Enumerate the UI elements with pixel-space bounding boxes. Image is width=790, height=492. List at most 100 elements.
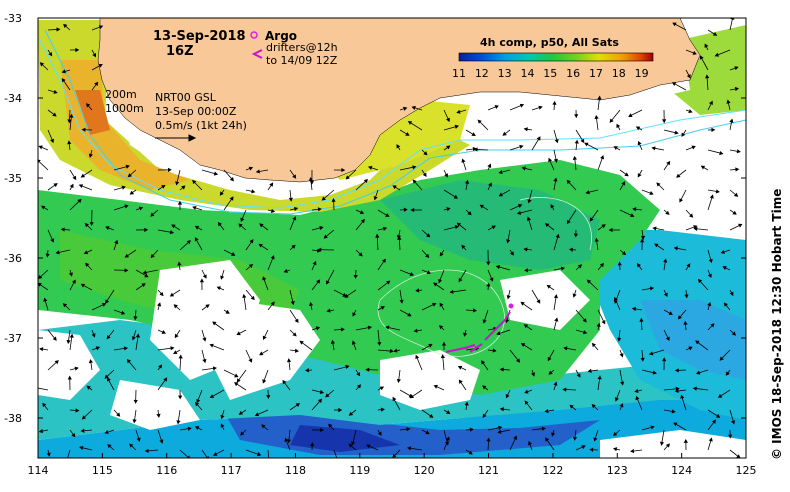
current-vector-head xyxy=(321,196,326,201)
current-vector-head xyxy=(695,370,701,375)
current-vector-head xyxy=(662,357,667,362)
current-vector-head xyxy=(463,332,468,337)
current-vector-head xyxy=(415,354,420,360)
current-vector-head xyxy=(705,74,710,79)
current-vector-head xyxy=(708,258,713,264)
current-vector-head xyxy=(308,176,313,182)
current-vector-head xyxy=(497,429,502,434)
current-vector-head xyxy=(582,318,587,323)
current-vector-head xyxy=(194,237,199,242)
current-vector-head xyxy=(365,367,370,372)
current-vector-head xyxy=(205,304,210,309)
current-vector-head xyxy=(105,226,110,231)
current-vector-head xyxy=(464,179,470,184)
current-vector-head xyxy=(356,372,361,377)
current-vector-head xyxy=(494,105,499,109)
current-vector-head xyxy=(238,223,243,228)
current-vector-head xyxy=(161,330,166,334)
current-vector-head xyxy=(693,225,698,229)
current-vector-head xyxy=(440,354,446,359)
current-vector-head xyxy=(461,158,466,163)
current-vector-head xyxy=(520,301,525,306)
current-vector-head xyxy=(259,351,264,356)
current-vector-head xyxy=(258,243,263,248)
current-vector-head xyxy=(290,300,295,306)
current-vector-head xyxy=(553,294,558,299)
current-vector-head xyxy=(551,432,556,437)
current-vector-head xyxy=(75,408,80,413)
colorbar-tick-label: 14 xyxy=(520,67,534,80)
current-vector-head xyxy=(654,243,659,248)
x-tick-label: 117 xyxy=(221,464,242,477)
current-vector-head xyxy=(585,190,590,195)
current-vector-head xyxy=(636,263,641,268)
current-vector-head xyxy=(323,234,328,239)
current-vector-head xyxy=(689,213,694,218)
current-vector-head xyxy=(262,335,267,340)
current-vector-head xyxy=(726,99,731,104)
current-vector-head xyxy=(609,118,614,123)
current-vector-head xyxy=(547,356,552,362)
current-vector-head xyxy=(637,173,642,178)
current-vector-head xyxy=(649,191,654,195)
current-vector-head xyxy=(464,401,469,406)
current-vector-head xyxy=(380,407,385,412)
current-vector-head xyxy=(107,377,111,382)
current-vector-head xyxy=(684,294,689,299)
current-vector-head xyxy=(709,100,713,106)
current-vector-head xyxy=(250,295,255,301)
current-vector-head xyxy=(317,398,323,404)
current-vector-head xyxy=(617,261,622,266)
current-vector-head xyxy=(517,204,523,208)
current-vector-head xyxy=(209,394,215,398)
current-vector-head xyxy=(220,275,225,280)
current-vector-head xyxy=(319,225,324,231)
current-vector-head xyxy=(194,426,200,430)
current-vector-head xyxy=(381,258,386,263)
current-vector-head xyxy=(38,274,43,280)
current-vector-head xyxy=(291,244,296,249)
current-vector-head xyxy=(229,196,234,201)
current-vector-head xyxy=(177,200,183,205)
current-vector-head xyxy=(181,185,186,190)
current-vector-head xyxy=(562,387,567,392)
current-vector-head xyxy=(482,413,487,418)
current-vector-head xyxy=(406,446,412,451)
current-vector-head xyxy=(560,266,566,271)
current-vector-head xyxy=(66,460,69,463)
current-vector-head xyxy=(114,239,119,245)
current-vector-head xyxy=(392,453,397,458)
current-vector-head xyxy=(510,251,514,256)
current-vector-head xyxy=(38,145,43,150)
current-vector-head xyxy=(78,184,84,189)
current-vector-head xyxy=(409,394,415,399)
current-vector-head xyxy=(693,226,698,232)
current-vector-head xyxy=(315,326,321,331)
current-vector-head xyxy=(248,263,254,269)
current-vector-head xyxy=(217,221,222,227)
current-vector-head xyxy=(597,375,602,380)
current-vector-head xyxy=(524,268,529,273)
current-vector-head xyxy=(665,210,670,215)
current-vector-head xyxy=(202,358,207,364)
x-tick-label: 114 xyxy=(28,464,49,477)
current-vector-head xyxy=(496,331,501,336)
current-vector-head xyxy=(576,373,581,378)
current-vector-head xyxy=(553,381,558,386)
current-vector-head xyxy=(672,22,677,27)
y-tick-label: -35 xyxy=(4,172,22,185)
current-vector-head xyxy=(568,247,573,252)
current-vector-head xyxy=(524,400,529,405)
current-vector-head xyxy=(725,371,730,376)
current-vector-head xyxy=(375,233,380,238)
x-tick-label: 118 xyxy=(285,464,306,477)
current-vector-head xyxy=(467,211,472,216)
current-vector-head xyxy=(54,360,59,365)
current-vector-head xyxy=(639,317,644,322)
current-vector-head xyxy=(373,196,378,201)
current-vector-head xyxy=(219,191,224,196)
current-vector-head xyxy=(524,389,529,394)
current-vector-head xyxy=(225,309,230,314)
colorbar-tick-label: 15 xyxy=(543,67,557,80)
current-vector-head xyxy=(380,306,385,310)
